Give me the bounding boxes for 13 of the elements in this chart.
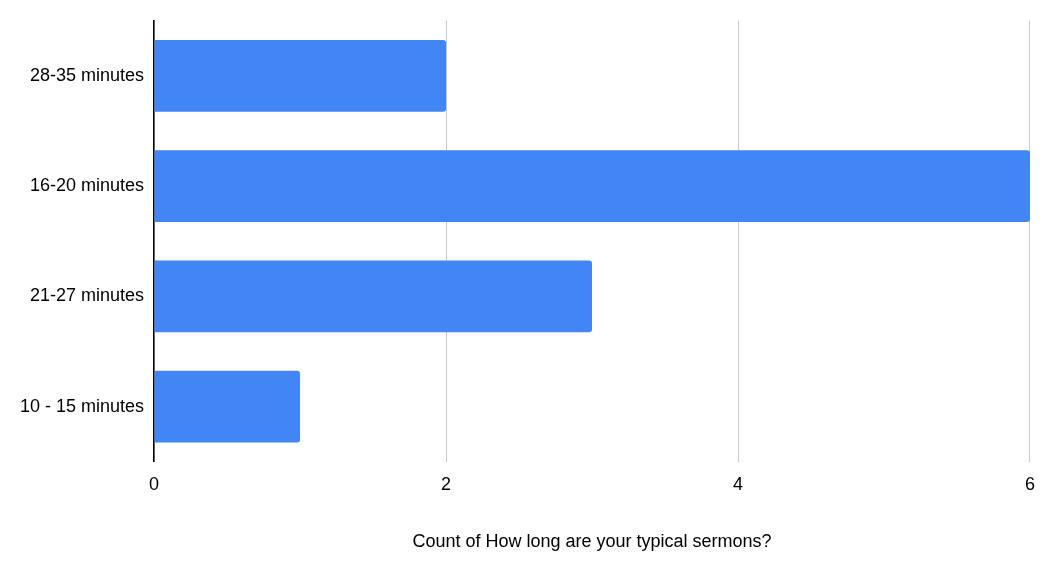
bar: [154, 260, 593, 333]
y-tick-label: 28-35 minutes: [29, 64, 145, 85]
y-tick-label: 21-27 minutes: [29, 285, 145, 306]
x-tick-label: 4: [733, 473, 744, 494]
bar: [154, 150, 1030, 223]
bar: [154, 40, 447, 112]
x-axis-title: Count of How long are your typical sermons?: [412, 531, 772, 552]
x-tick-label: 0: [149, 473, 160, 494]
y-tick-label: 10 - 15 minutes: [19, 395, 145, 416]
x-tick-label: 2: [441, 473, 452, 494]
x-tick-label: 6: [1024, 473, 1035, 494]
y-tick-label: 16-20 minutes: [29, 175, 145, 196]
bar: [154, 370, 301, 443]
